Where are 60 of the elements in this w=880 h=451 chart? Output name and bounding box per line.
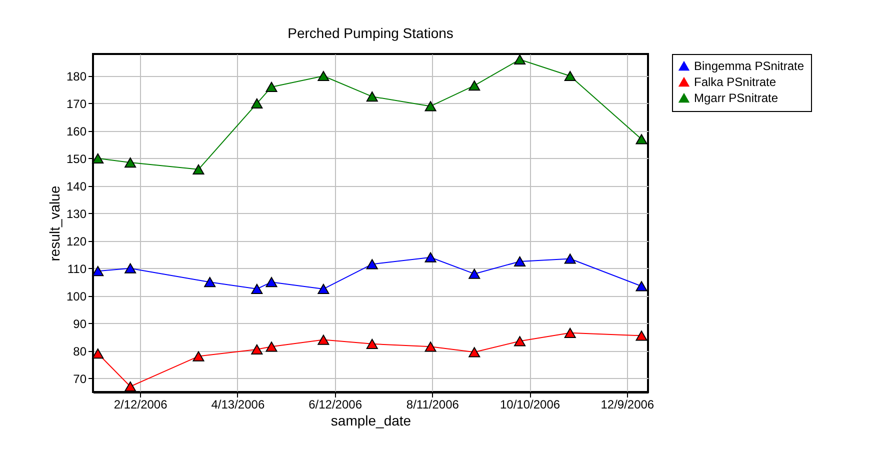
point: [124, 158, 136, 168]
point: [514, 54, 526, 65]
point: [366, 259, 378, 270]
legend-label: Mgarr PSnitrate: [694, 91, 778, 105]
y-tick-label: 120: [66, 234, 87, 248]
point: [318, 284, 330, 294]
y-tick-label: 110: [67, 262, 87, 276]
point: [92, 266, 104, 276]
y-tick-label: 90: [73, 316, 87, 331]
point: [636, 330, 648, 341]
point: [251, 98, 263, 109]
y-tick-label: 150: [66, 152, 87, 166]
legend-label: Falka PSnitrate: [694, 75, 776, 89]
x-tick-label: 6/12/2006: [308, 398, 362, 412]
point: [514, 256, 526, 267]
point: [366, 92, 378, 102]
point: [468, 268, 480, 279]
y-tick-label: 100: [66, 289, 87, 304]
point: [468, 80, 480, 91]
point: [266, 277, 278, 288]
y-tick-label: 160: [66, 124, 87, 138]
point: [318, 70, 330, 82]
y-tick-label: 170: [66, 96, 87, 111]
y-tick-label: 180: [66, 69, 87, 84]
point: [192, 351, 204, 362]
point: [124, 381, 136, 392]
legend-label: Bingemma PSnitrate: [694, 59, 804, 73]
y-tick-label: 130: [66, 206, 87, 221]
chart-title: Perched Pumping Stations: [288, 24, 454, 41]
point: [468, 347, 480, 358]
point: [424, 101, 436, 112]
point: [192, 164, 204, 174]
point: [564, 254, 576, 264]
x-tick-label: 12/9/2006: [600, 398, 654, 412]
point: [424, 252, 436, 262]
x-tick-label: 4/13/2006: [211, 398, 265, 412]
point: [124, 263, 136, 274]
y-axis-title: result_value: [46, 186, 62, 262]
point: [92, 348, 104, 359]
x-tick-label: 8/11/2006: [406, 398, 460, 412]
point: [318, 334, 330, 345]
point: [564, 70, 576, 82]
point: [251, 344, 263, 354]
x-axis-title: sample_date: [330, 412, 412, 428]
y-tick-label: 70: [73, 372, 87, 386]
point: [366, 338, 378, 349]
point: [424, 342, 436, 352]
y-tick-label: 80: [73, 344, 87, 358]
point: [636, 134, 648, 144]
point: [266, 342, 278, 352]
point: [564, 328, 576, 338]
point: [266, 82, 278, 92]
point: [204, 277, 216, 288]
point: [514, 336, 526, 346]
point: [251, 284, 263, 294]
point: [636, 281, 648, 292]
y-tick-label: 140: [66, 179, 87, 194]
x-tick-label: 10/10/2006: [500, 398, 560, 412]
x-tick-label: 2/12/2006: [114, 398, 168, 412]
point: [92, 153, 104, 164]
